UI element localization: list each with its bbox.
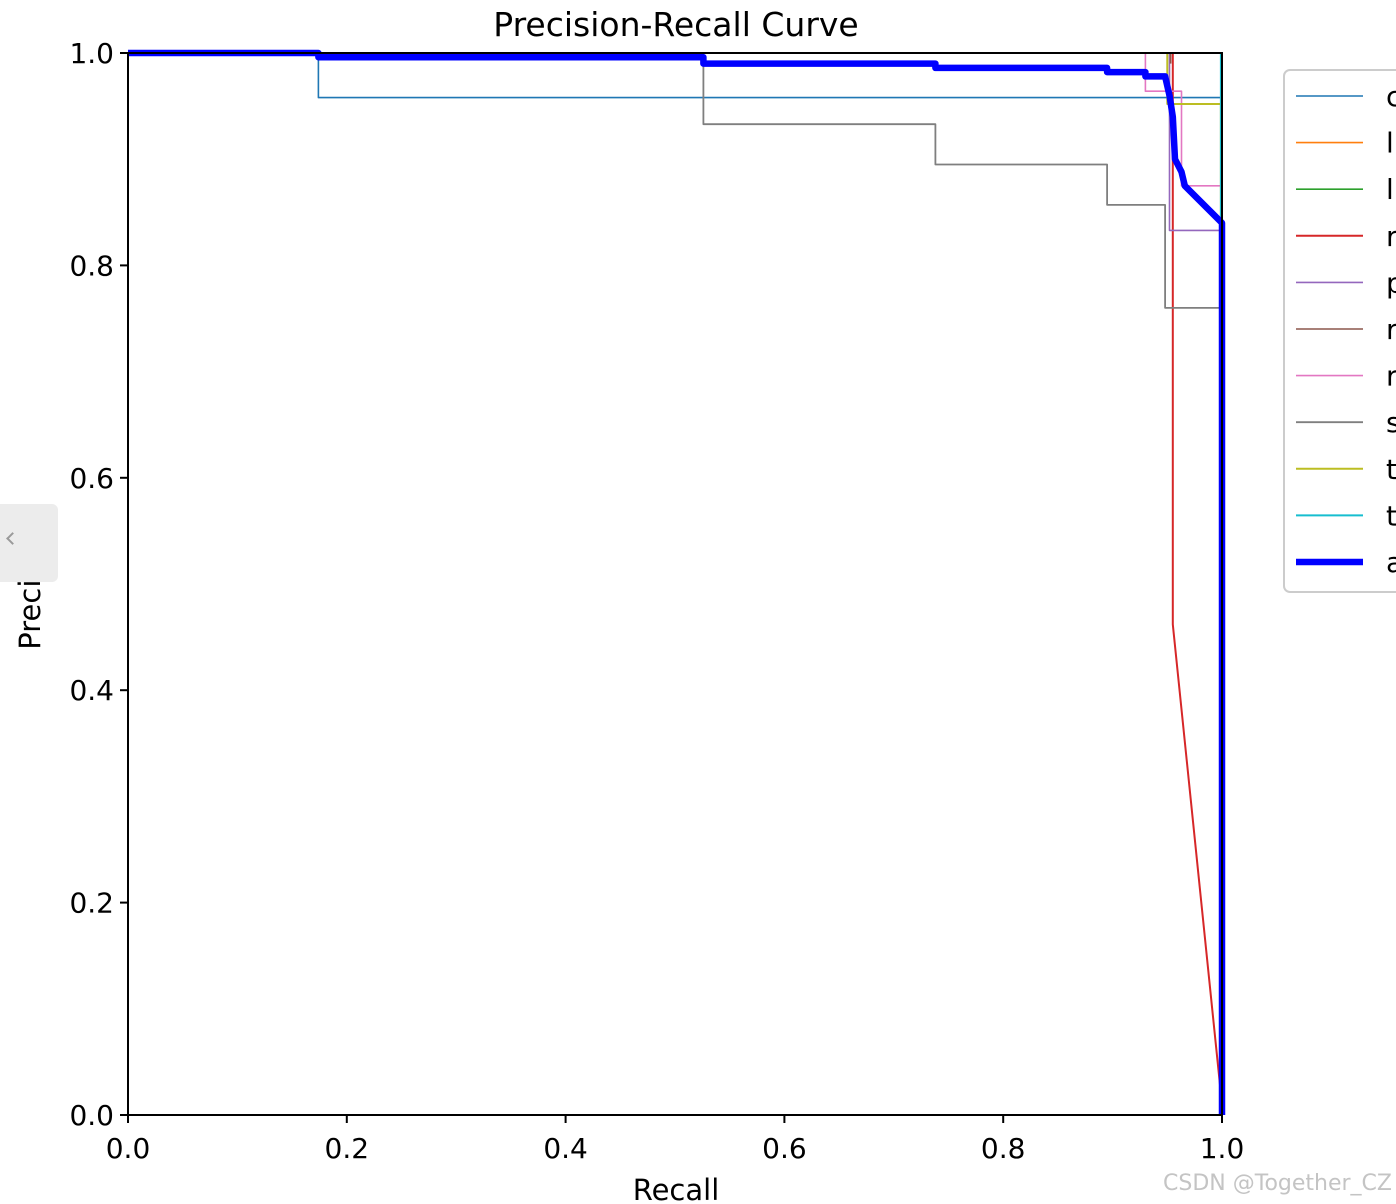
series-line-7 [702, 53, 1222, 1115]
series-line-10 [128, 49, 1226, 1115]
x-tick-label: 0.8 [981, 1132, 1026, 1165]
series-line-3 [1171, 53, 1222, 1094]
x-tick-label: 1.0 [1200, 1132, 1245, 1165]
legend-label: r [1386, 220, 1396, 253]
x-tick-label: 0.2 [325, 1132, 370, 1165]
x-tick-label: 0.4 [543, 1132, 588, 1165]
axis-ticks: 0.0 0.2 0.4 0.6 0.8 1.0 0.0 0.2 0.4 0.6 0.8 1.0 [69, 37, 1244, 1165]
legend-label: r [1386, 360, 1396, 393]
legend-label: s [1386, 406, 1396, 439]
legend-label: t [1386, 453, 1396, 486]
x-axis-label: Recall [633, 1173, 720, 1204]
legend-label: l [1386, 127, 1394, 160]
legend-label: t [1386, 499, 1396, 532]
side-panel-toggle[interactable] [0, 504, 58, 582]
series-line-2 [128, 52, 1223, 1115]
series-layer [128, 49, 1226, 1115]
y-tick-label: 0.8 [69, 249, 114, 282]
plot-frame [127, 52, 1223, 1116]
y-tick-label: 0.6 [69, 462, 114, 495]
series-line-0 [128, 52, 1222, 1115]
x-tick-label: 0.0 [106, 1132, 151, 1165]
y-tick-label: 0.4 [69, 674, 114, 707]
legend-label: r [1386, 313, 1396, 346]
y-tick-label: 0.0 [69, 1099, 114, 1132]
legend-label: p [1386, 266, 1396, 299]
chevron-left-icon [6, 532, 19, 545]
y-tick-label: 0.2 [69, 887, 114, 920]
x-tick-label: 0.6 [762, 1132, 807, 1165]
legend-label: c [1386, 80, 1396, 113]
watermark: CSDN @Together_CZ [1163, 1171, 1392, 1196]
legend-box [1283, 69, 1396, 593]
series-line-1 [128, 52, 1223, 1115]
legend-label: a [1386, 546, 1396, 579]
y-tick-label: 1.0 [69, 37, 114, 70]
chart-title: Precision-Recall Curve [493, 5, 858, 44]
legend-label: l [1386, 173, 1394, 206]
